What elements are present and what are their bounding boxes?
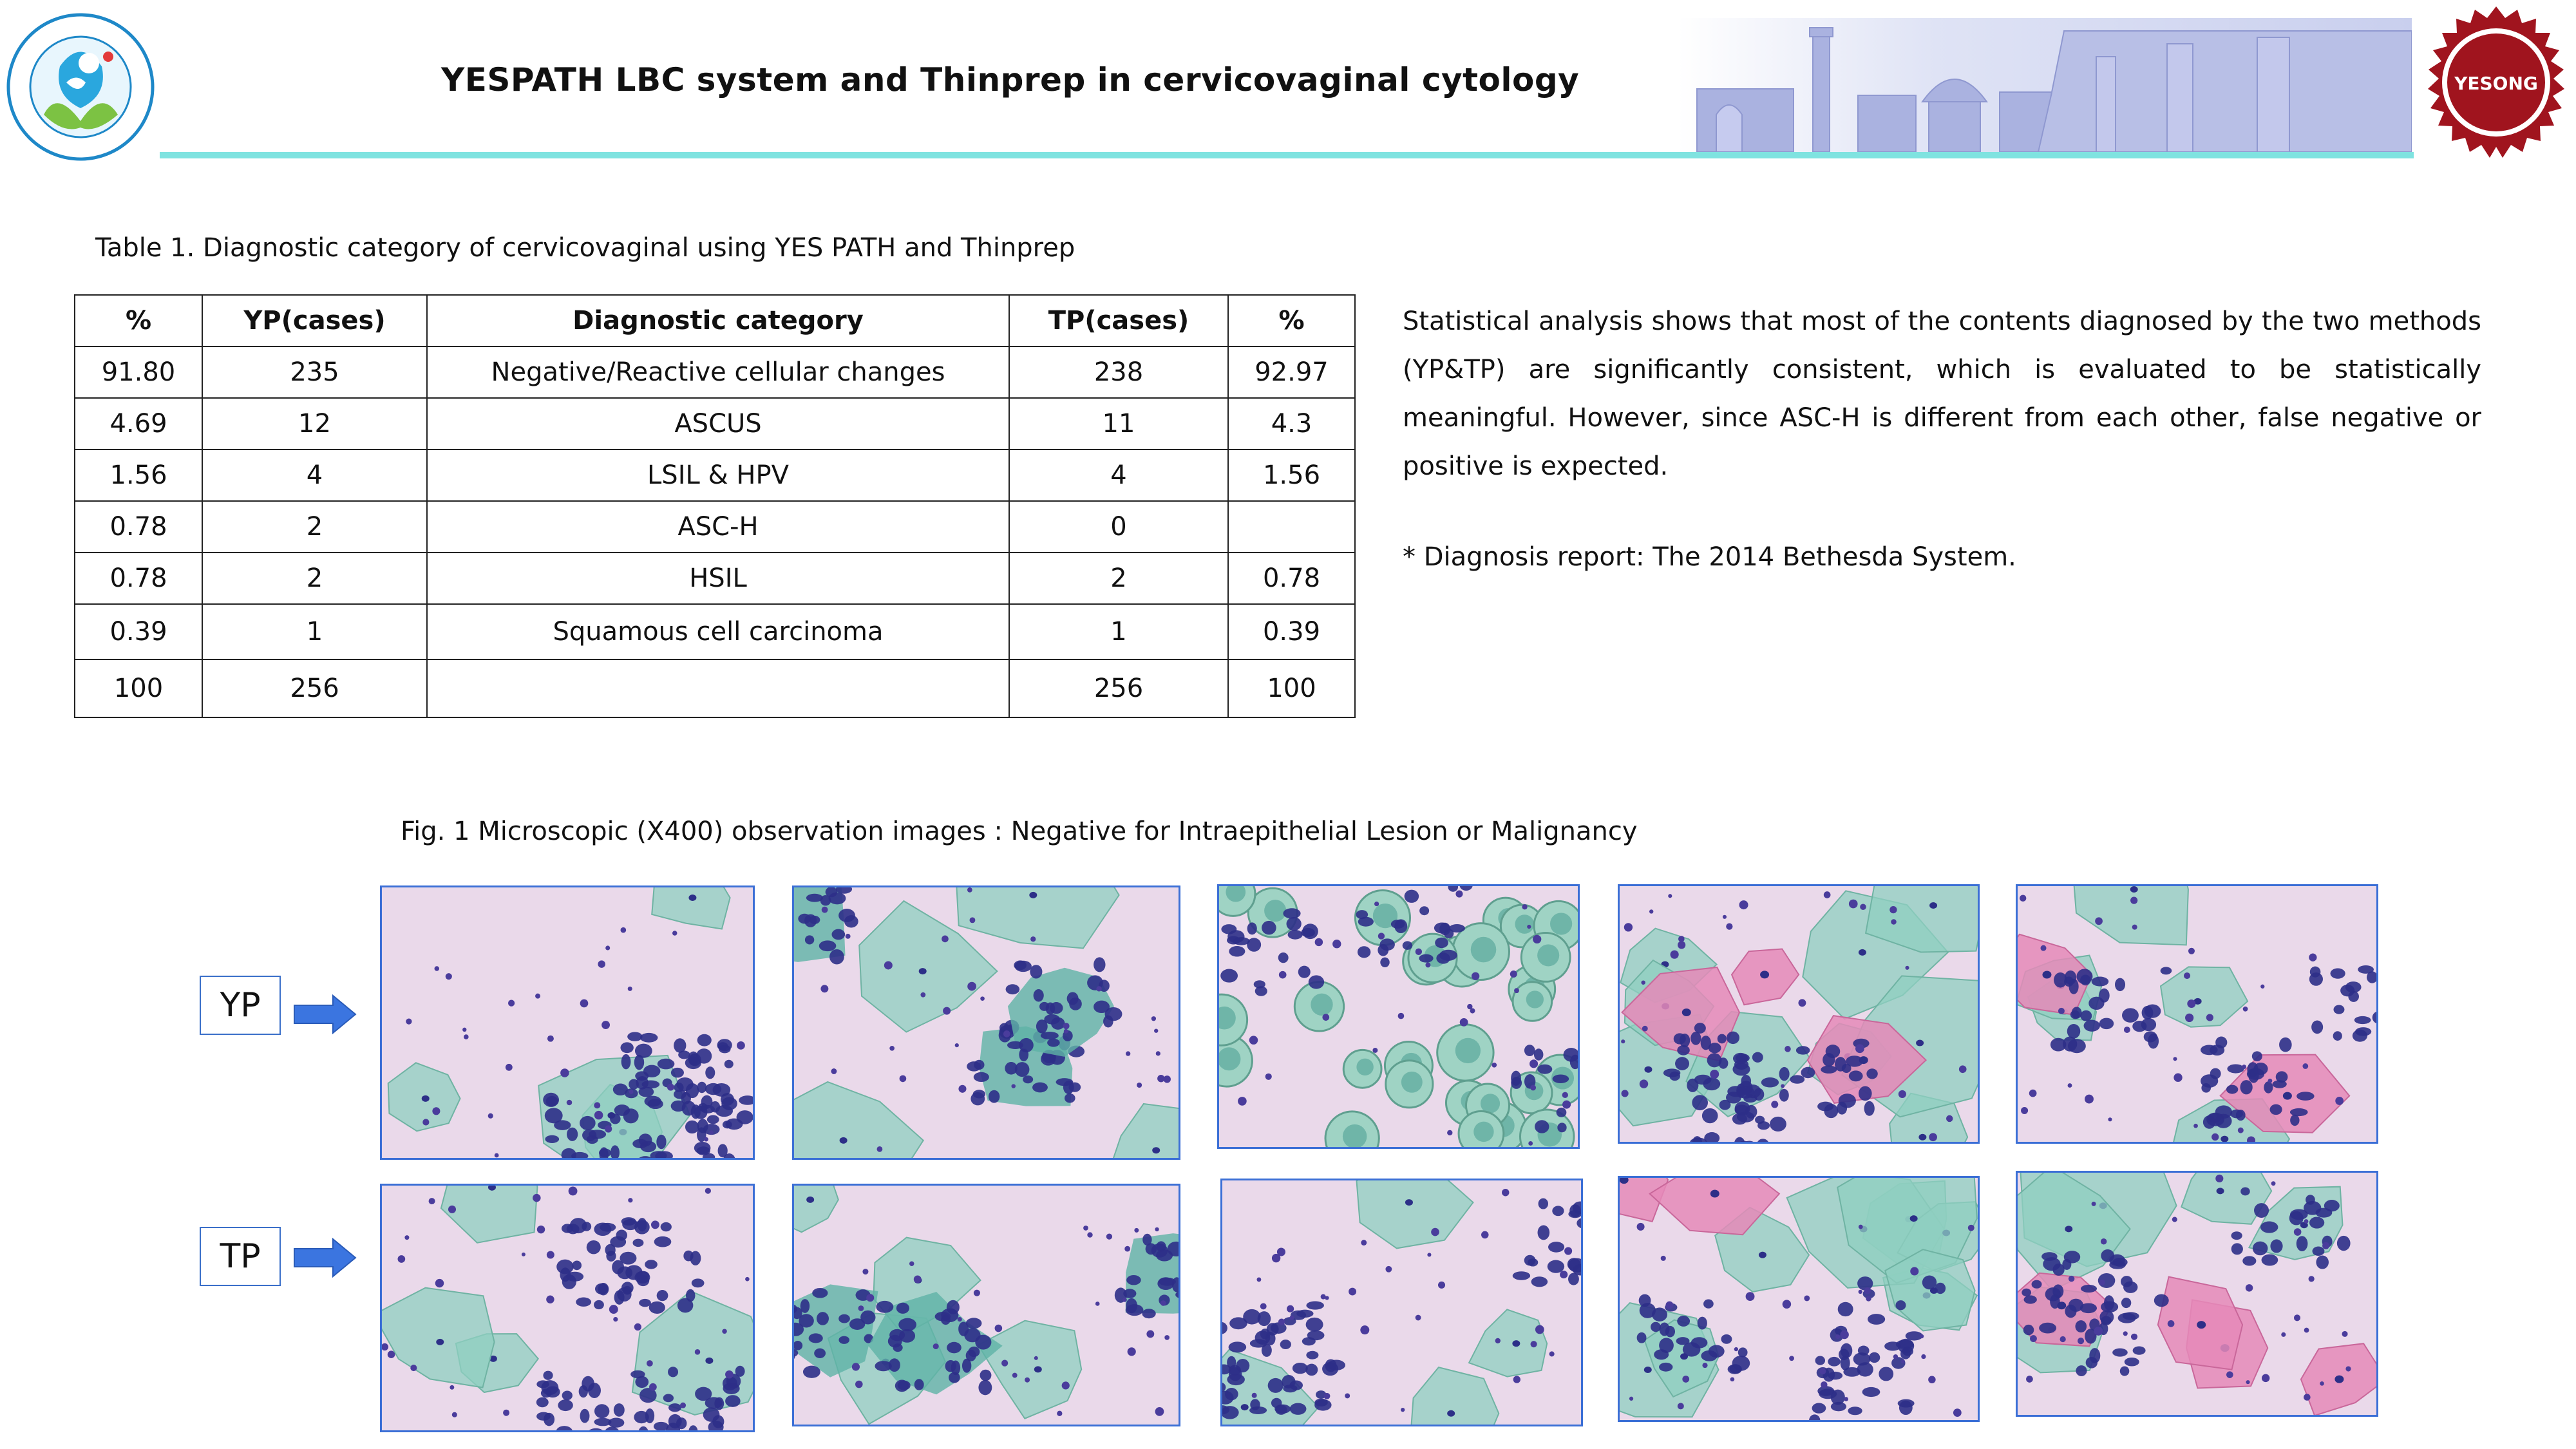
cell-yp-cases: 235 [202,346,428,399]
cell-tp-percent: 1.56 [1227,449,1356,502]
cell-yp-cases: 12 [202,397,428,450]
header-tp-cases: TP(cases) [1009,294,1229,347]
micrograph-yp-4 [1618,884,1980,1144]
yesong-logo: YESONG [2416,5,2576,160]
cell-yp-percent: 91.80 [74,346,203,399]
table-row: 0.78 2 HSIL 2 0.78 [74,552,1356,605]
cell-category: HSIL [426,552,1010,605]
cell-yp-percent: 0.39 [74,603,203,660]
cell-category: ASCUS [426,397,1010,450]
architecture-banner-image [1678,18,2412,153]
micrograph-tp-5 [2016,1171,2378,1417]
cell-yp-percent: 0.78 [74,500,203,553]
cell-tp-cases: 4 [1009,449,1229,502]
micrograph-yp-2 [792,886,1180,1160]
cell-tp-percent: 0.39 [1227,603,1356,660]
table-row: 4.69 12 ASCUS 11 4.3 [74,397,1356,450]
arrow-right-icon [293,994,357,1035]
micrograph-tp-4 [1618,1176,1980,1422]
cell-yp-percent: 0.78 [74,552,203,605]
cell-category: ASC-H [426,500,1010,553]
diagnosis-report-note: * Diagnosis report: The 2014 Bethesda Sy… [1403,542,2016,572]
cell-category [426,659,1010,718]
row-label-yp: YP [200,976,281,1035]
table-row: 91.80 235 Negative/Reactive cellular cha… [74,346,1356,399]
cell-yp-percent: 4.69 [74,397,203,450]
micrograph-tp-2 [792,1184,1180,1426]
micrograph-tp-3 [1220,1179,1583,1426]
cell-category: Squamous cell carcinoma [426,603,1010,660]
row-label-tp: TP [200,1227,281,1286]
arrow-right-icon [293,1237,357,1278]
cell-yp-cases: 4 [202,449,428,502]
yesong-logo-text: YESONG [2454,73,2538,94]
medical-center-logo [5,12,156,163]
table-row: 0.39 1 Squamous cell carcinoma 1 0.39 [74,603,1356,660]
cell-yp-percent: 1.56 [74,449,203,502]
cell-tp-cases: 238 [1009,346,1229,399]
table-total-row: 100 256 256 100 [74,659,1356,718]
header-diagnostic-category: Diagnostic category [426,294,1010,347]
cell-yp-percent: 100 [74,659,203,718]
statistical-analysis-text: Statistical analysis shows that most of … [1403,307,2481,481]
page-title: YESPATH LBC system and Thinprep in cervi… [441,61,1580,99]
table-row: 1.56 4 LSIL & HPV 4 1.56 [74,449,1356,502]
figure-caption: Fig. 1 Microscopic (X400) observation im… [401,817,1638,846]
header-divider [160,152,2414,158]
micrograph-yp-5 [2016,884,2378,1144]
cell-tp-percent: 100 [1227,659,1356,718]
header-tp-percent: % [1227,294,1356,347]
table-header-row: % YP(cases) Diagnostic category TP(cases… [74,294,1356,347]
micrograph-yp-1 [380,886,755,1160]
cell-yp-cases: 2 [202,552,428,605]
cell-yp-cases: 256 [202,659,428,718]
diagnostic-category-table: % YP(cases) Diagnostic category TP(cases… [74,294,1356,718]
cell-tp-percent [1227,500,1356,553]
micrograph-yp-3 [1217,884,1580,1149]
cell-category: Negative/Reactive cellular changes [426,346,1010,399]
cell-tp-percent: 92.97 [1227,346,1356,399]
table-row: 0.78 2 ASC-H 0 [74,500,1356,553]
cell-tp-cases: 256 [1009,659,1229,718]
cell-yp-cases: 1 [202,603,428,660]
header-yp-percent: % [74,294,203,347]
cell-category: LSIL & HPV [426,449,1010,502]
table-caption: Table 1. Diagnostic category of cervicov… [95,233,1075,263]
cell-tp-percent: 4.3 [1227,397,1356,450]
header-yp-cases: YP(cases) [202,294,428,347]
cell-tp-cases: 2 [1009,552,1229,605]
micrograph-tp-1 [380,1184,755,1432]
cell-tp-cases: 1 [1009,603,1229,660]
cell-tp-cases: 11 [1009,397,1229,450]
cell-yp-cases: 2 [202,500,428,553]
cell-tp-percent: 0.78 [1227,552,1356,605]
cell-tp-cases: 0 [1009,500,1229,553]
